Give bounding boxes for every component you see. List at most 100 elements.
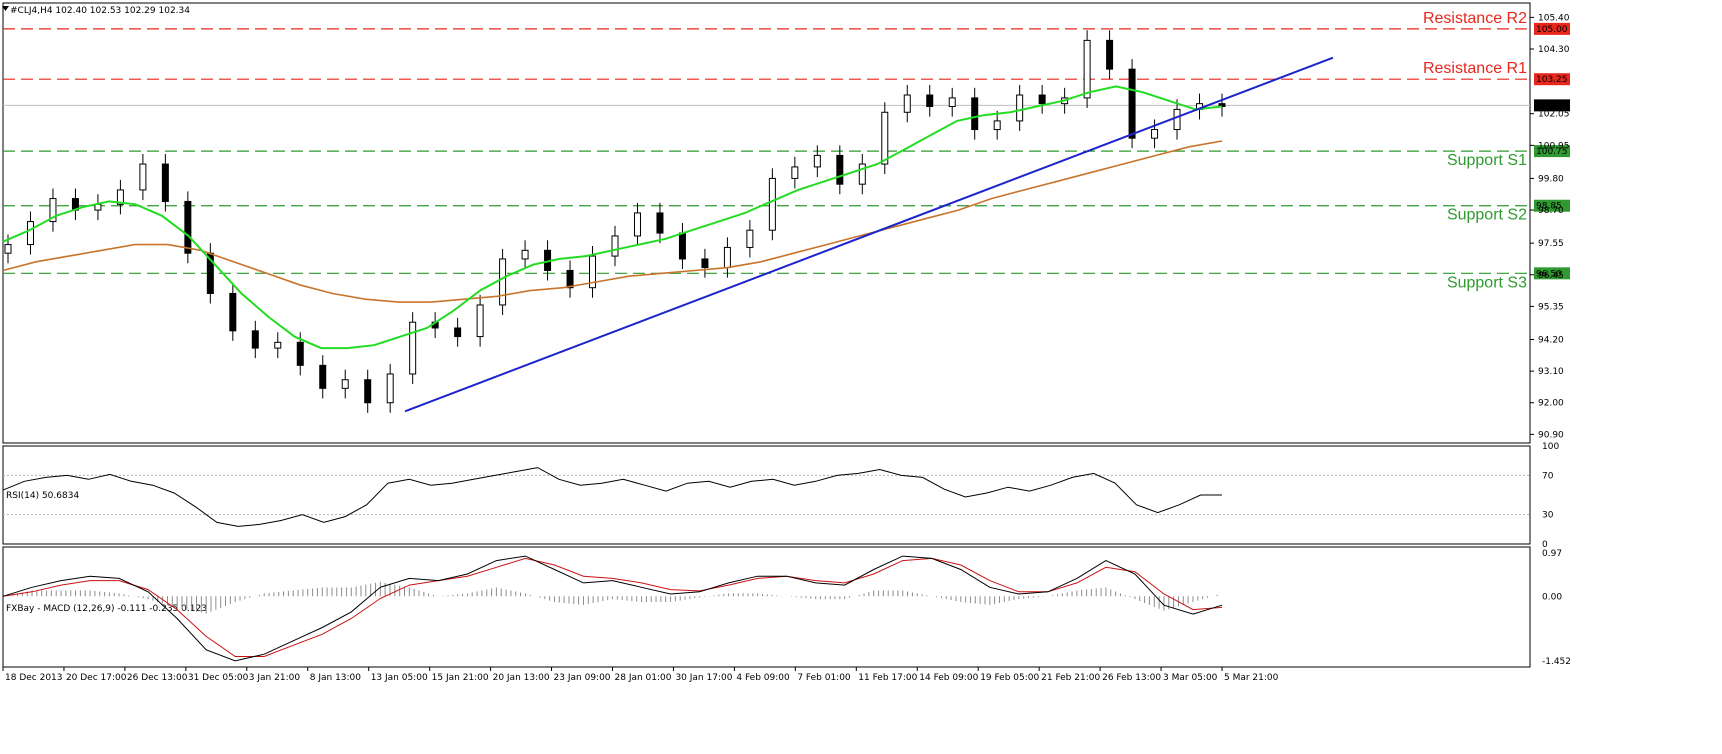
panel-frame bbox=[2, 2, 1531, 444]
price-tick-label: 95.35 bbox=[1538, 302, 1564, 312]
candle-body bbox=[768, 177, 776, 231]
candle-body bbox=[1151, 129, 1159, 139]
level-label: Support S3 bbox=[1447, 274, 1527, 291]
time-tick-label: 18 Dec 2013 bbox=[5, 673, 63, 683]
level-label: Resistance R1 bbox=[1423, 60, 1527, 77]
macd-signal-line bbox=[2, 557, 1223, 657]
time-tick-label: 21 Feb 21:00 bbox=[1041, 673, 1100, 683]
macd-label: FXBay - MACD (12,26,9) -0.111 -0.235 0.1… bbox=[6, 604, 207, 614]
current-price-tag-value: 102.34 bbox=[1536, 101, 1568, 111]
level-tag-value: 105.00 bbox=[1536, 25, 1568, 35]
rsi-group: 100 70 30 0 bbox=[2, 442, 1559, 550]
candle-body bbox=[926, 94, 934, 108]
rsi-tick-label: 70 bbox=[1542, 471, 1554, 481]
candle-body bbox=[678, 232, 686, 260]
level-tag-box bbox=[1534, 145, 1570, 158]
candle-body bbox=[1083, 39, 1091, 99]
ma-slow-line bbox=[2, 140, 1223, 303]
level-tag-box bbox=[1534, 22, 1570, 35]
macd-group: 0.97 0.00 -1.452 bbox=[2, 549, 1571, 667]
candle-body bbox=[633, 212, 641, 237]
rsi-tick-label: 100 bbox=[1542, 442, 1559, 452]
level-tag-value: 103.25 bbox=[1536, 75, 1568, 85]
level-label: Support S1 bbox=[1447, 152, 1527, 169]
time-tick-label: 28 Jan 01:00 bbox=[615, 673, 672, 683]
price-tick-label: 92.00 bbox=[1538, 399, 1564, 409]
price-tick-label: 93.10 bbox=[1538, 367, 1564, 377]
time-tick-label: 26 Dec 13:00 bbox=[127, 673, 188, 683]
candle-body bbox=[521, 249, 529, 260]
price-tick-label: 99.80 bbox=[1538, 174, 1564, 184]
candle-body bbox=[229, 292, 237, 332]
price-tick-label: 102.05 bbox=[1538, 110, 1570, 120]
candle-body bbox=[836, 154, 844, 185]
candle-body bbox=[881, 111, 889, 165]
candle-body bbox=[701, 258, 709, 269]
candle-body bbox=[116, 189, 124, 205]
price-tick-label: 97.55 bbox=[1538, 239, 1564, 249]
candle-body bbox=[4, 244, 12, 254]
level-label: Support S2 bbox=[1447, 207, 1527, 224]
candle-body bbox=[656, 212, 664, 234]
time-tick-label: 3 Jan 21:00 bbox=[249, 673, 301, 683]
candle-body bbox=[566, 269, 574, 289]
candle-body bbox=[1106, 39, 1114, 70]
price-tick-label: 96.45 bbox=[1538, 271, 1564, 281]
time-tick-label: 8 Jan 13:00 bbox=[310, 673, 362, 683]
level-tag-value: 98.85 bbox=[1536, 202, 1562, 212]
candle-body bbox=[454, 327, 462, 338]
panel-frames bbox=[2, 2, 1531, 668]
candle-body bbox=[341, 379, 349, 389]
price-tick-label: 105.40 bbox=[1538, 13, 1570, 23]
price-tick-label: 98.70 bbox=[1538, 206, 1564, 216]
level-tag-box bbox=[1534, 199, 1570, 212]
time-tick-label: 20 Jan 13:00 bbox=[493, 673, 550, 683]
time-tick-label: 23 Jan 09:00 bbox=[554, 673, 611, 683]
rsi-line bbox=[2, 467, 1222, 527]
candle-body bbox=[364, 379, 372, 404]
time-tick-label: 7 Feb 01:00 bbox=[797, 673, 851, 683]
candle-body bbox=[791, 166, 799, 179]
candle-body bbox=[26, 221, 34, 246]
time-tick-label: 3 Mar 05:00 bbox=[1163, 673, 1218, 683]
candle-body bbox=[611, 235, 619, 257]
time-tick-label: 26 Feb 13:00 bbox=[1102, 673, 1161, 683]
current-price-tag-box bbox=[1534, 99, 1570, 112]
candle-body bbox=[813, 154, 821, 168]
candle-body bbox=[858, 163, 866, 185]
candle-body bbox=[1173, 108, 1181, 131]
candle-body bbox=[296, 341, 304, 366]
level-tag-value: 96.50 bbox=[1536, 269, 1562, 279]
candle-body bbox=[1038, 94, 1046, 105]
level-tag-box bbox=[1534, 267, 1570, 280]
window-menu-triangle-icon[interactable] bbox=[2, 6, 9, 11]
macd-tick-label: 0.00 bbox=[1542, 592, 1562, 602]
candle-body bbox=[319, 364, 327, 389]
time-tick-label: 31 Dec 05:00 bbox=[188, 673, 249, 683]
trendline bbox=[404, 56, 1334, 413]
candle-body bbox=[723, 246, 731, 269]
time-tick-label: 14 Feb 09:00 bbox=[919, 673, 978, 683]
price-axis: 105.40 104.30 102.05 100.95 99.80 98.70 97.55 9… bbox=[1530, 13, 1570, 440]
candle-body bbox=[589, 255, 597, 289]
candle-body bbox=[184, 200, 192, 254]
time-tick-label: 13 Jan 05:00 bbox=[371, 673, 428, 683]
main-series-group bbox=[2, 30, 1334, 413]
candle-body bbox=[274, 341, 282, 349]
level-label: Resistance R2 bbox=[1423, 10, 1527, 27]
time-tick-label: 20 Dec 17:00 bbox=[66, 673, 127, 683]
rsi-tick-label: 0 bbox=[1542, 540, 1548, 550]
time-tick-label: 5 Mar 21:00 bbox=[1224, 673, 1279, 683]
level-tag-box bbox=[1534, 73, 1570, 86]
candle-body bbox=[499, 258, 507, 306]
panel-frame bbox=[2, 546, 1531, 668]
panel-frame bbox=[2, 445, 1531, 545]
candle-body bbox=[903, 94, 911, 113]
time-tick-label: 4 Feb 09:00 bbox=[736, 673, 790, 683]
time-tick-label: 30 Jan 17:00 bbox=[675, 673, 732, 683]
candle-body bbox=[1128, 68, 1136, 139]
candle-body bbox=[161, 163, 169, 202]
candle-body bbox=[1016, 94, 1024, 122]
candle-body bbox=[948, 97, 956, 108]
levels-group: Resistance R2 105.00 Resistance R1 103.25 Su… bbox=[3, 10, 1570, 291]
